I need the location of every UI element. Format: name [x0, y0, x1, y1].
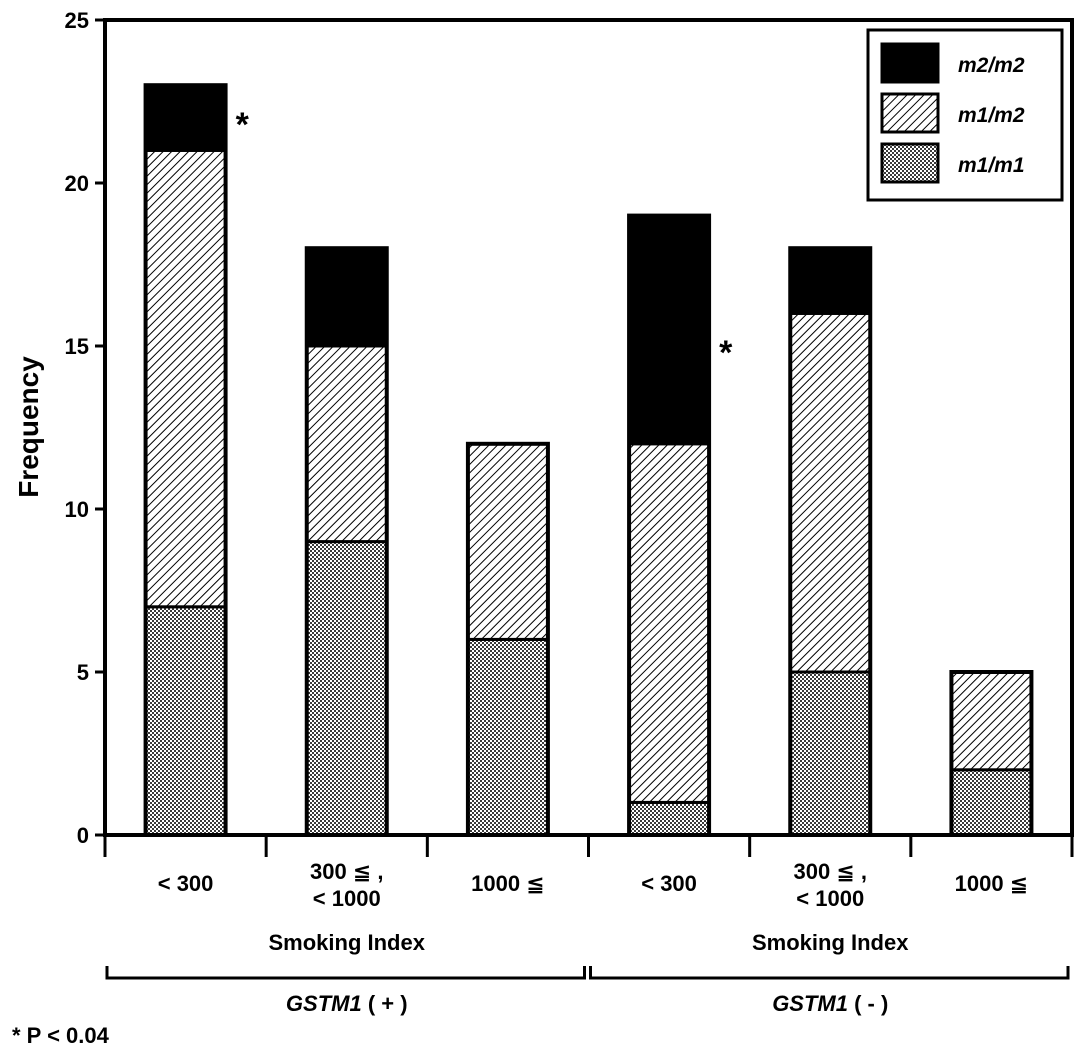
bar-segment-m1-m1	[627, 800, 711, 837]
category-label: 1000 ≦	[955, 871, 1029, 896]
group-label: GSTM1 ( - )	[772, 991, 888, 1016]
y-tick-label: 10	[65, 497, 89, 522]
bar-segment-m1-m1	[144, 605, 228, 837]
legend-swatch-m1-m2	[880, 92, 940, 134]
category-label: 1000 ≦	[471, 871, 545, 896]
significance-marker: *	[719, 334, 733, 372]
legend-label: m2/m2	[958, 54, 1025, 77]
category-label: < 300	[158, 871, 214, 896]
bar-outline	[949, 670, 1034, 837]
bar-segment-m2-m2	[788, 246, 872, 315]
significance-marker: *	[236, 106, 250, 144]
category-label: 300 ≦ ,	[794, 859, 867, 884]
legend-swatch-m1-m1	[880, 142, 940, 184]
category-label: < 1000	[313, 886, 381, 911]
significance-footnote: * P < 0.04	[12, 1023, 110, 1048]
bar-segment-m1-m2	[466, 442, 550, 641]
bar-segment-m1-m2	[949, 670, 1033, 772]
bar-outline	[304, 246, 389, 837]
group-sublabel: Smoking Index	[752, 930, 909, 955]
bar-segment-m2-m2	[627, 214, 711, 446]
legend-swatch-m2-m2	[880, 42, 940, 84]
y-tick-label: 25	[65, 8, 89, 33]
bar-segment-m2-m2	[305, 246, 389, 348]
y-tick-label: 20	[65, 171, 89, 196]
y-tick-label: 5	[77, 660, 89, 685]
bar-segment-m1-m2	[144, 148, 228, 609]
bar-outline	[465, 441, 550, 837]
group-bracket	[589, 966, 1070, 980]
category-label: 300 ≦ ,	[310, 859, 383, 884]
bar-segment-m1-m2	[305, 344, 389, 544]
legend-label: m1/m1	[958, 154, 1025, 177]
bar-segment-m1-m1	[305, 540, 389, 837]
bar-outline	[788, 246, 873, 837]
bar-segment-m1-m2	[788, 311, 872, 674]
category-label: < 1000	[796, 886, 864, 911]
bar-segment-m1-m1	[466, 637, 550, 837]
bar-segment-m1-m2	[627, 442, 711, 804]
category-label: < 300	[641, 871, 697, 896]
y-axis: 0 5 10 15 20 25	[65, 8, 105, 848]
bar-outline	[627, 213, 712, 838]
group-sublabel: Smoking Index	[269, 930, 426, 955]
bars: **	[143, 83, 1034, 838]
group-label: GSTM1 ( + )	[286, 991, 408, 1016]
legend-label: m1/m2	[958, 104, 1025, 127]
group-bracket	[105, 966, 586, 980]
legend: m2/m2 m1/m2 m1/m1	[866, 28, 1064, 202]
bar-segment-m1-m1	[788, 670, 872, 837]
bar-segment-m2-m2	[144, 83, 228, 152]
y-axis-title: Frequency	[13, 356, 44, 498]
bar-outline	[143, 83, 228, 837]
y-tick-label: 15	[65, 334, 89, 359]
y-tick-label: 0	[77, 823, 89, 848]
bar-segment-m1-m1	[949, 768, 1033, 837]
